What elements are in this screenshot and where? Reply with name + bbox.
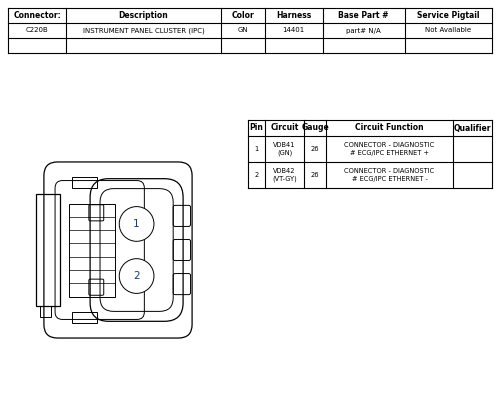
Text: Gauge: Gauge — [301, 123, 329, 133]
Bar — [36, 194, 60, 306]
Text: Circuit Function: Circuit Function — [355, 123, 424, 133]
Text: part# N/A: part# N/A — [346, 27, 381, 33]
Text: Description: Description — [118, 11, 168, 20]
Bar — [72, 177, 96, 188]
Text: VDB42
(VT-GY): VDB42 (VT-GY) — [272, 168, 297, 182]
Circle shape — [119, 207, 154, 241]
Bar — [40, 306, 50, 317]
Text: Circuit: Circuit — [270, 123, 299, 133]
Text: Qualifier: Qualifier — [454, 123, 491, 133]
Text: 1: 1 — [134, 219, 140, 229]
Text: Color: Color — [232, 11, 254, 20]
Text: Connector:: Connector: — [13, 11, 61, 20]
Text: INSTRUMENT PANEL CLUSTER (IPC): INSTRUMENT PANEL CLUSTER (IPC) — [82, 27, 204, 34]
Text: CONNECTOR - DIAGNOSTIC
# ECG/IPC ETHERNET -: CONNECTOR - DIAGNOSTIC # ECG/IPC ETHERNE… — [344, 168, 434, 182]
Text: 1: 1 — [254, 146, 258, 152]
Text: VDB41
(GN): VDB41 (GN) — [274, 142, 296, 156]
Text: 2: 2 — [254, 172, 258, 178]
Text: 26: 26 — [311, 146, 320, 152]
Bar — [72, 312, 96, 323]
Text: 26: 26 — [311, 172, 320, 178]
Text: Harness: Harness — [276, 11, 311, 20]
Text: CONNECTOR - DIAGNOSTIC
# ECG/IPC ETHERNET +: CONNECTOR - DIAGNOSTIC # ECG/IPC ETHERNE… — [344, 142, 434, 156]
Text: 14401: 14401 — [282, 27, 304, 33]
Bar — [68, 203, 115, 297]
Circle shape — [119, 259, 154, 293]
Text: Service Pigtail: Service Pigtail — [417, 11, 480, 20]
Text: Pin: Pin — [250, 123, 264, 133]
Text: Base Part #: Base Part # — [338, 11, 389, 20]
Text: 2: 2 — [134, 271, 140, 281]
Text: C220B: C220B — [26, 27, 48, 33]
Text: GN: GN — [238, 27, 248, 33]
Text: Not Available: Not Available — [426, 27, 472, 33]
